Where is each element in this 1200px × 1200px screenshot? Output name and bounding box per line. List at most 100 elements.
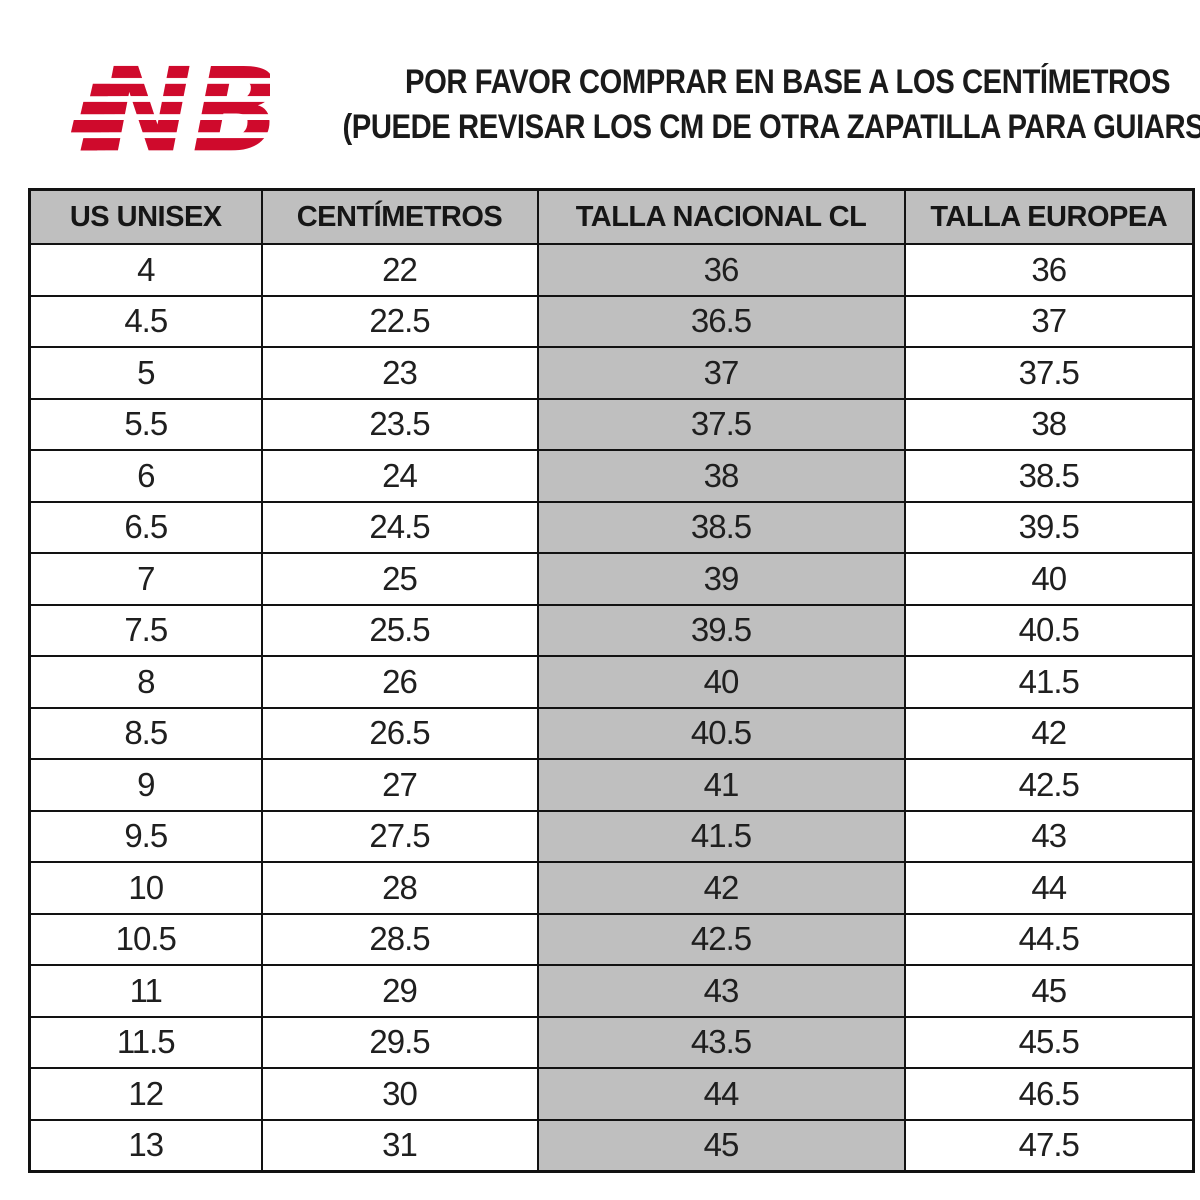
size-chart-page: NB POR FAVOR COMPRAR EN BASE A LOS CENTÍ… (0, 0, 1200, 1173)
table-cell: 30 (260, 1067, 539, 1121)
table-cell: 41 (536, 758, 906, 812)
nb-logo-icon: NB (70, 43, 281, 178)
new-balance-logo: NB (70, 26, 281, 188)
page-title: POR FAVOR COMPRAR EN BASE A LOS CENTÍMET… (342, 60, 1200, 188)
table-cell: 36.5 (536, 294, 906, 348)
column-header: US UNISEX (28, 188, 263, 245)
table-cell: 44 (903, 861, 1195, 915)
table-row: 4.5 22.5 36.5 37 (28, 294, 1195, 348)
table-cell: 27.5 (260, 809, 539, 863)
table-cell: 46.5 (903, 1067, 1195, 1121)
column-header: CENTÍMETROS (260, 188, 539, 245)
table-header-row: US UNISEX CENTÍMETROS TALLA NACIONAL CL TAL… (28, 188, 1195, 245)
table-cell: 38.5 (903, 449, 1195, 503)
table-cell: 7 (28, 552, 263, 606)
nb-logo-letters: NB (95, 43, 270, 174)
size-chart-table: US UNISEX CENTÍMETROS TALLA NACIONAL CL TAL… (28, 188, 1195, 1173)
table-cell: 37 (536, 346, 906, 400)
table-cell: 45.5 (903, 1015, 1195, 1069)
table-cell: 37.5 (903, 346, 1195, 400)
table-row: 6 24 38 38.5 (28, 449, 1195, 503)
table-cell: 37 (903, 294, 1195, 348)
title-line-2: (PUEDE REVISAR LOS CM DE OTRA ZAPATILLA … (342, 108, 1200, 146)
table-cell: 42.5 (536, 912, 906, 966)
table-cell: 38 (903, 397, 1195, 451)
table-cell: 39 (536, 552, 906, 606)
table-row: 10.5 28.5 42.5 44.5 (28, 912, 1195, 966)
table-cell: 43.5 (536, 1015, 906, 1069)
table-cell: 43 (536, 964, 906, 1018)
table-cell: 24.5 (260, 500, 539, 554)
table-cell: 8 (28, 655, 263, 709)
table-cell: 5.5 (28, 397, 263, 451)
table-row: 11.5 29.5 43.5 45.5 (28, 1015, 1195, 1069)
table-row: 6.5 24.5 38.5 39.5 (28, 500, 1195, 554)
table-row: 8 26 40 41.5 (28, 655, 1195, 709)
column-header: TALLA EUROPEA (903, 188, 1195, 245)
table-cell: 11.5 (28, 1015, 263, 1069)
table-cell: 36 (903, 243, 1195, 297)
table-cell: 13 (28, 1118, 263, 1173)
table-cell: 29.5 (260, 1015, 539, 1069)
table-row: 7.5 25.5 39.5 40.5 (28, 603, 1195, 657)
table-row: 9 27 41 42.5 (28, 758, 1195, 812)
table-cell: 42.5 (903, 758, 1195, 812)
table-cell: 29 (260, 964, 539, 1018)
table-cell: 41.5 (903, 655, 1195, 709)
table-cell: 42 (903, 706, 1195, 760)
table-row: 12 30 44 46.5 (28, 1067, 1195, 1121)
table-row: 4 22 36 36 (28, 243, 1195, 297)
table-cell: 22.5 (260, 294, 539, 348)
table-cell: 40 (536, 655, 906, 709)
table-cell: 6.5 (28, 500, 263, 554)
table-cell: 5 (28, 346, 263, 400)
table-cell: 25 (260, 552, 539, 606)
table-cell: 9.5 (28, 809, 263, 863)
table-cell: 28.5 (260, 912, 539, 966)
table-cell: 27 (260, 758, 539, 812)
table-row: 5.5 23.5 37.5 38 (28, 397, 1195, 451)
table-cell: 4.5 (28, 294, 263, 348)
table-cell: 42 (536, 861, 906, 915)
table-row: 8.5 26.5 40.5 42 (28, 706, 1195, 760)
table-cell: 44 (536, 1067, 906, 1121)
table-cell: 26.5 (260, 706, 539, 760)
table-cell: 37.5 (536, 397, 906, 451)
table-cell: 7.5 (28, 603, 263, 657)
table-cell: 22 (260, 243, 539, 297)
table-cell: 43 (903, 809, 1195, 863)
table-row: 5 23 37 37.5 (28, 346, 1195, 400)
table-row: 7 25 39 40 (28, 552, 1195, 606)
table-cell: 4 (28, 243, 263, 297)
table-cell: 10.5 (28, 912, 263, 966)
table-cell: 40.5 (536, 706, 906, 760)
table-cell: 45 (903, 964, 1195, 1018)
table-cell: 6 (28, 449, 263, 503)
table-row: 10 28 42 44 (28, 861, 1195, 915)
table-row: 9.5 27.5 41.5 43 (28, 809, 1195, 863)
table-cell: 11 (28, 964, 263, 1018)
table-cell: 12 (28, 1067, 263, 1121)
table-cell: 47.5 (903, 1118, 1195, 1173)
table-cell: 25.5 (260, 603, 539, 657)
table-cell: 9 (28, 758, 263, 812)
table-cell: 23.5 (260, 397, 539, 451)
table-row: 13 31 45 47.5 (28, 1118, 1195, 1173)
table-cell: 38.5 (536, 500, 906, 554)
table-cell: 39.5 (536, 603, 906, 657)
table-cell: 41.5 (536, 809, 906, 863)
header-area: NB POR FAVOR COMPRAR EN BASE A LOS CENTÍ… (0, 0, 1200, 188)
column-header: TALLA NACIONAL CL (536, 188, 906, 245)
table-row: 11 29 43 45 (28, 964, 1195, 1018)
table-cell: 38 (536, 449, 906, 503)
table-cell: 36 (536, 243, 906, 297)
title-line-1: POR FAVOR COMPRAR EN BASE A LOS CENTÍMET… (404, 63, 1171, 101)
table-cell: 8.5 (28, 706, 263, 760)
table-cell: 23 (260, 346, 539, 400)
table-cell: 10 (28, 861, 263, 915)
table-cell: 40 (903, 552, 1195, 606)
table-cell: 26 (260, 655, 539, 709)
table-cell: 28 (260, 861, 539, 915)
table-cell: 31 (260, 1118, 539, 1173)
table-cell: 39.5 (903, 500, 1195, 554)
